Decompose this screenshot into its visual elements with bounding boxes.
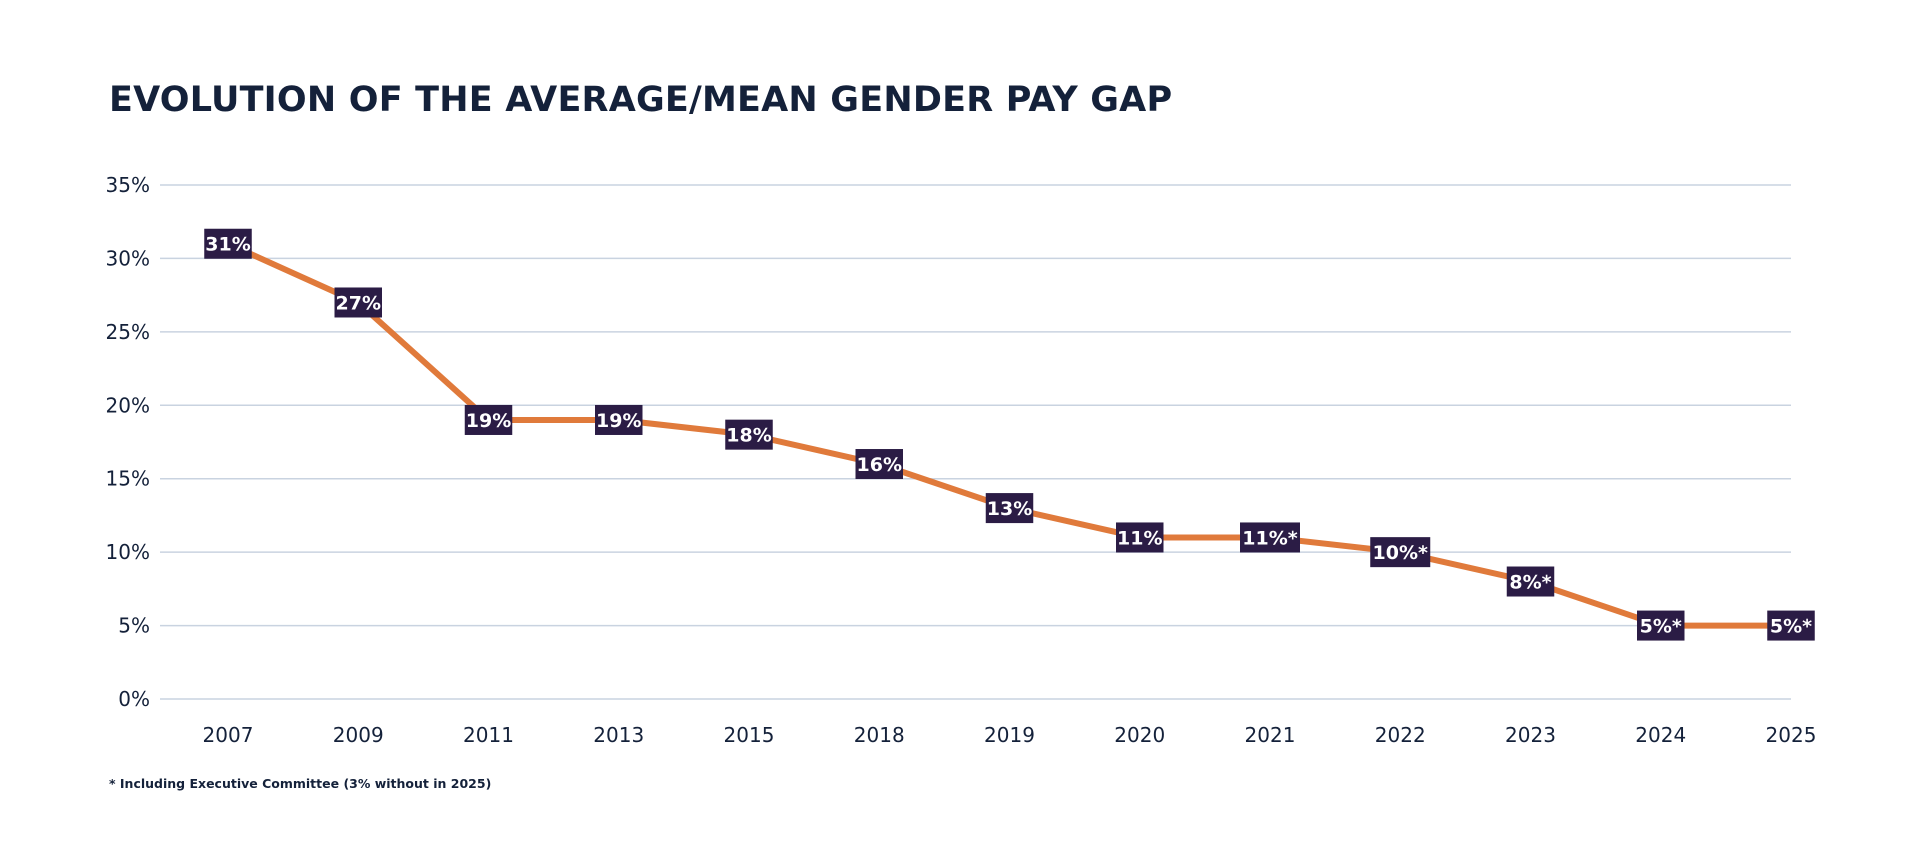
footnote: * Including Executive Committee (3% with… — [109, 776, 492, 791]
data-point-marker — [1370, 537, 1431, 568]
data-point-marker — [855, 449, 903, 480]
y-tick-label: 15% — [106, 467, 150, 491]
x-tick-label: 2025 — [1766, 723, 1817, 747]
data-label: 27% — [336, 292, 381, 314]
data-point-marker — [985, 493, 1034, 524]
data-point-marker — [464, 404, 513, 435]
y-tick-label: 10% — [106, 540, 150, 564]
data-label: 18% — [726, 425, 771, 447]
y-tick-label: 5% — [118, 614, 150, 638]
data-point-marker — [1637, 610, 1685, 641]
chart-title: EVOLUTION OF THE AVERAGE/MEAN GENDER PAY… — [109, 80, 1173, 120]
data-label: 5%* — [1640, 616, 1682, 638]
data-point-marker — [334, 287, 382, 318]
data-point-marker — [595, 404, 643, 435]
y-tick-label: 25% — [106, 320, 150, 344]
x-tick-label: 2020 — [1114, 723, 1165, 747]
data-label: 31% — [205, 234, 250, 256]
x-tick-label: 2013 — [593, 723, 644, 747]
data-label: 11%* — [1242, 527, 1297, 549]
x-tick-label: 2009 — [333, 723, 384, 747]
x-tick-label: 2024 — [1635, 723, 1686, 747]
data-point-marker — [1767, 610, 1815, 641]
data-point-marker — [1116, 522, 1164, 553]
data-label: 13% — [987, 498, 1032, 520]
data-point-marker — [725, 419, 773, 450]
x-tick-label: 2022 — [1375, 723, 1426, 747]
data-point-marker — [204, 228, 252, 259]
series-line — [226, 241, 1791, 629]
data-label: 5%* — [1770, 616, 1812, 638]
x-tick-label: 2011 — [463, 723, 514, 747]
data-label: 10%* — [1373, 542, 1428, 564]
x-tick-label: 2007 — [203, 723, 254, 747]
data-point-marker — [1506, 566, 1555, 597]
x-tick-label: 2021 — [1245, 723, 1296, 747]
data-label: 16% — [857, 454, 902, 476]
x-tick-label: 2018 — [854, 723, 905, 747]
x-tick-label: 2015 — [724, 723, 775, 747]
x-tick-label: 2023 — [1505, 723, 1556, 747]
x-tick-label: 2019 — [984, 723, 1035, 747]
y-tick-label: 30% — [106, 246, 150, 270]
data-label: 19% — [596, 410, 641, 432]
data-label: 11% — [1117, 527, 1162, 549]
y-tick-label: 0% — [118, 687, 150, 711]
y-tick-label: 20% — [106, 393, 150, 417]
data-label: 8%* — [1509, 572, 1551, 594]
data-point-marker — [1240, 522, 1300, 553]
y-tick-label: 35% — [106, 173, 150, 197]
data-label: 19% — [466, 410, 511, 432]
